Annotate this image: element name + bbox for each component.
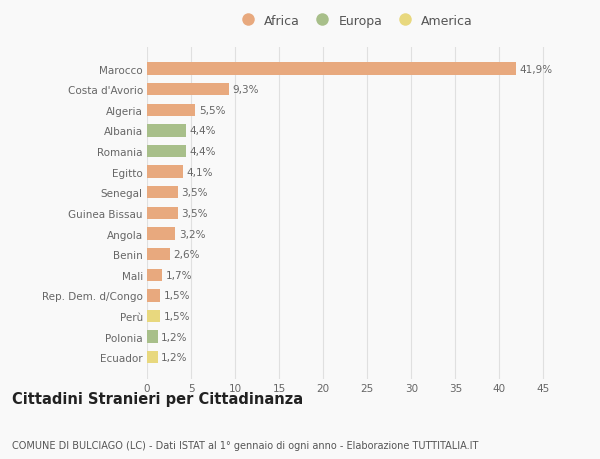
Text: 4,1%: 4,1% [187, 167, 213, 177]
Text: 41,9%: 41,9% [520, 64, 553, 74]
Text: 1,5%: 1,5% [164, 291, 190, 301]
Text: 3,2%: 3,2% [179, 229, 205, 239]
Text: COMUNE DI BULCIAGO (LC) - Dati ISTAT al 1° gennaio di ogni anno - Elaborazione T: COMUNE DI BULCIAGO (LC) - Dati ISTAT al … [12, 440, 478, 450]
Bar [147, 207, 178, 219]
Bar [147, 63, 516, 76]
Text: 1,2%: 1,2% [161, 353, 188, 363]
Text: 9,3%: 9,3% [232, 85, 259, 95]
Text: 4,4%: 4,4% [189, 147, 216, 157]
Bar [147, 269, 162, 281]
Text: 2,6%: 2,6% [173, 250, 200, 260]
Bar [147, 228, 175, 240]
Text: Cittadini Stranieri per Cittadinanza: Cittadini Stranieri per Cittadinanza [12, 391, 303, 406]
Bar [147, 166, 183, 179]
Bar [147, 290, 160, 302]
Text: 1,2%: 1,2% [161, 332, 188, 342]
Text: 1,5%: 1,5% [164, 311, 190, 321]
Bar [147, 351, 158, 364]
Bar [147, 187, 178, 199]
Bar [147, 248, 170, 261]
Bar [147, 84, 229, 96]
Bar [147, 331, 158, 343]
Bar [147, 146, 186, 158]
Bar [147, 104, 196, 117]
Text: 5,5%: 5,5% [199, 106, 226, 116]
Bar [147, 310, 160, 323]
Legend: Africa, Europa, America: Africa, Europa, America [235, 15, 473, 28]
Text: 4,4%: 4,4% [189, 126, 216, 136]
Text: 1,7%: 1,7% [166, 270, 192, 280]
Text: 3,5%: 3,5% [181, 188, 208, 198]
Text: 3,5%: 3,5% [181, 208, 208, 218]
Bar [147, 125, 186, 137]
